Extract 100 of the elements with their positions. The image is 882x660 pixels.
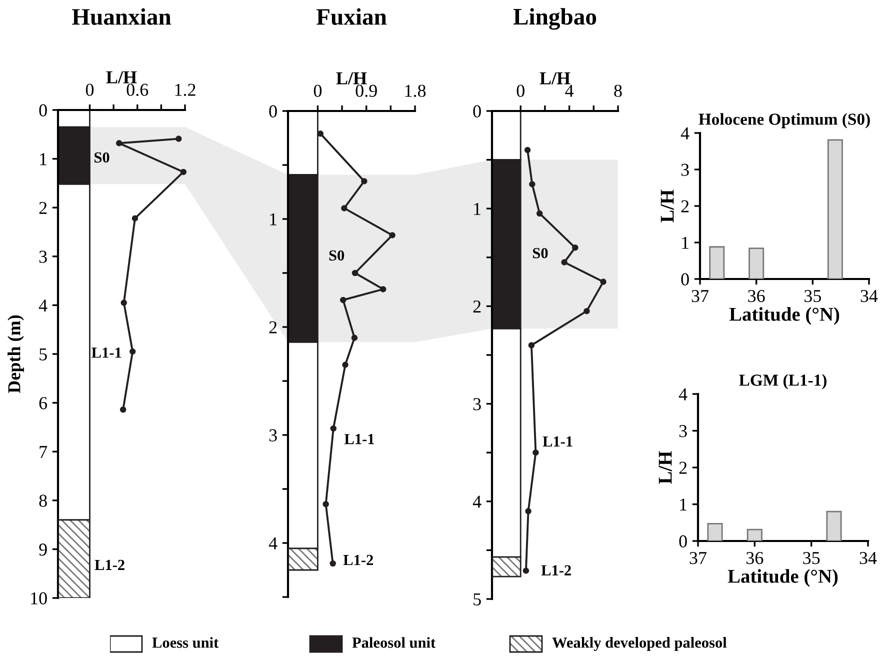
y-tick-label: 2	[39, 202, 47, 214]
point	[132, 215, 138, 222]
point	[561, 259, 568, 266]
x-tick-label: 0	[516, 84, 524, 97]
y-tick-label: 3	[679, 425, 687, 438]
point	[330, 560, 336, 567]
point	[389, 232, 396, 238]
y-tick-label: 0	[39, 104, 47, 116]
point	[180, 168, 187, 176]
point	[524, 146, 531, 154]
bar	[707, 523, 723, 541]
y-axis-title: Depth (m)	[8, 315, 24, 394]
y-tick-label: 7	[40, 446, 48, 458]
point	[352, 270, 358, 276]
y-tick-label: 3	[269, 429, 277, 442]
y-tick-label: 5	[40, 348, 47, 360]
y-tick-label: 1	[682, 236, 688, 249]
y-tick-label: 3	[681, 164, 689, 176]
point	[584, 308, 590, 314]
annotation: S0	[94, 152, 110, 163]
chart-title: Fuxian	[316, 8, 387, 25]
x-axis-title: Latitude (°N)	[728, 569, 838, 587]
point	[351, 334, 358, 341]
x-tick-label: 8	[614, 84, 622, 97]
point	[361, 178, 368, 184]
y-tick-label: 0	[681, 273, 689, 286]
chart-title: Holocene Optimum (S0)	[698, 113, 870, 128]
y-tick-label: 2	[681, 200, 689, 212]
y-tick-label: 6	[39, 397, 48, 410]
x-tick-label: 36	[748, 290, 765, 302]
annotation: S0	[532, 248, 548, 258]
bar	[746, 528, 762, 541]
point	[116, 140, 122, 146]
point	[120, 300, 128, 306]
annotation: L1-2	[343, 554, 374, 566]
bar	[709, 246, 725, 279]
point	[129, 348, 136, 355]
text: Paleosol unit	[352, 637, 436, 648]
text: Weakly developed paleosol	[552, 637, 727, 651]
point	[525, 508, 532, 514]
y-tick-label: 2	[473, 300, 481, 312]
x-axis-title: Latitude (°N)	[729, 307, 840, 325]
y-tick-label: 4	[680, 127, 690, 140]
y-tick-label: 5	[474, 593, 481, 606]
annotation: S0	[329, 250, 344, 261]
annotation: L1-1	[542, 436, 572, 447]
annotation: L1-2	[541, 565, 571, 576]
point	[572, 244, 578, 251]
x-tick-label: 35	[803, 552, 820, 564]
y-tick-label: 10	[31, 592, 47, 604]
x-tick-label: 0	[314, 84, 322, 97]
x-tick-label: 1.2	[175, 84, 196, 96]
x-tick-label: 0.6	[126, 84, 148, 96]
x-axis-title: L/H	[106, 71, 137, 84]
point	[120, 406, 126, 413]
y-tick-label: 4	[472, 496, 482, 508]
x-tick-label: 4	[565, 84, 574, 97]
y-tick-label: 3	[39, 250, 47, 263]
y-tick-label: 4	[678, 388, 688, 400]
chart-title: Lingbao	[513, 8, 596, 30]
point	[380, 286, 386, 292]
x-tick-label: 0.9	[356, 84, 377, 97]
y-tick-label: 1	[680, 498, 686, 511]
y-tick-label: 0	[269, 105, 277, 118]
y-axis-title: L/H	[660, 190, 674, 222]
x-tick-label: 37	[692, 290, 709, 302]
x-tick-label: 37	[690, 552, 707, 564]
point	[522, 568, 530, 574]
x-tick-label: 34	[860, 290, 878, 302]
point	[342, 362, 348, 368]
bar	[748, 248, 764, 279]
chart-title: Huanxian	[72, 8, 172, 25]
x-tick-label: 1.8	[405, 84, 426, 97]
point	[340, 296, 346, 304]
x-tick-label: 0	[86, 84, 94, 96]
x-axis-title: L/H	[336, 72, 367, 84]
x-tick-label: 36	[746, 552, 764, 564]
y-tick-label: 2	[679, 462, 687, 474]
point	[528, 342, 535, 348]
y-tick-label: 9	[39, 544, 47, 556]
annotation: L1-1	[92, 348, 122, 358]
bar	[827, 139, 843, 279]
annotation: L1-1	[344, 434, 374, 444]
x-tick-label: 34	[860, 552, 877, 564]
y-tick-label: 2	[269, 321, 277, 334]
point	[600, 278, 606, 285]
x-axis-title: L/H	[540, 72, 570, 84]
y-tick-label: 0	[679, 535, 687, 548]
y-tick-label: 1	[270, 213, 276, 226]
point	[317, 130, 324, 137]
y-tick-label: 1	[474, 202, 480, 215]
bar	[826, 510, 842, 541]
point	[529, 181, 536, 188]
point	[532, 449, 539, 456]
y-tick-label: 4	[38, 300, 48, 312]
annotation: L1-2	[94, 560, 124, 570]
y-tick-label: 1	[40, 153, 46, 166]
y-axis-title: L/H	[658, 451, 672, 484]
text: Loess unit	[152, 637, 219, 648]
y-tick-label: 8	[39, 494, 47, 507]
